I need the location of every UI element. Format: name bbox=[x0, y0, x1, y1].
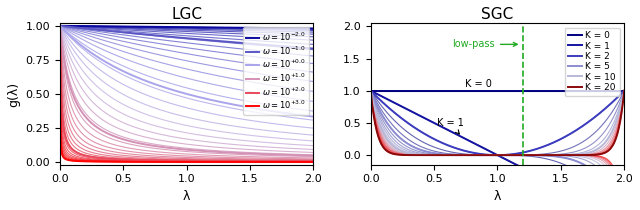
X-axis label: λ: λ bbox=[493, 190, 501, 203]
Text: low-pass: low-pass bbox=[452, 39, 517, 49]
Text: K = 0: K = 0 bbox=[465, 79, 492, 89]
Legend: K = 0, K = 1, K = 2, K = 5, K = 10, K = 20: K = 0, K = 1, K = 2, K = 5, K = 10, K = … bbox=[564, 28, 620, 96]
Title: LGC: LGC bbox=[172, 7, 202, 22]
Y-axis label: g(λ): g(λ) bbox=[7, 81, 20, 106]
Legend: $\omega = 10^{-2.0}$, $\omega = 10^{-1.0}$, $\omega = 10^{+0.0}$, $\omega = 10^{: $\omega = 10^{-2.0}$, $\omega = 10^{-1.0… bbox=[243, 27, 309, 115]
X-axis label: λ: λ bbox=[183, 190, 191, 203]
Text: K = 1: K = 1 bbox=[436, 118, 463, 134]
Title: SGC: SGC bbox=[481, 7, 513, 22]
